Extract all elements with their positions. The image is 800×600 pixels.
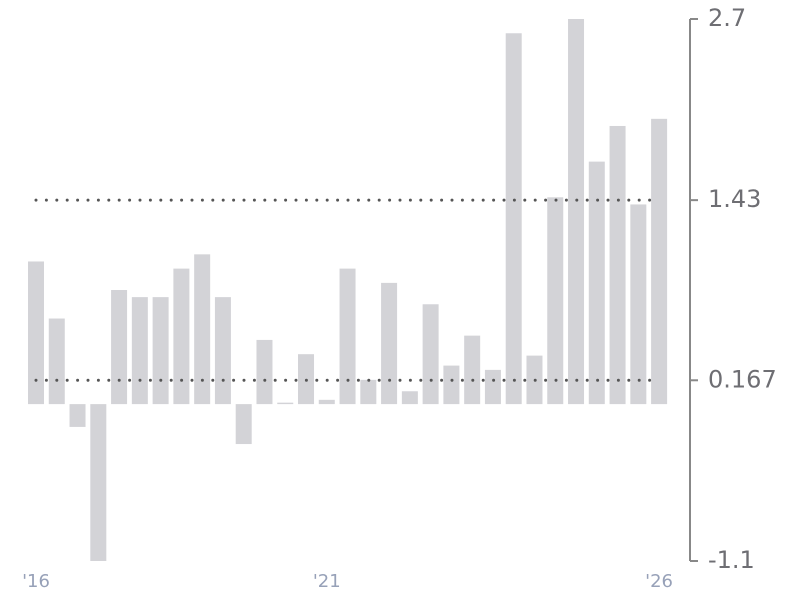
bar: [630, 204, 647, 405]
bar: [464, 335, 481, 405]
x-tick-label: '16: [22, 571, 50, 592]
bar: [194, 254, 211, 405]
bar: [111, 290, 128, 405]
bar: [651, 118, 668, 405]
bar: [422, 304, 439, 405]
bar: [90, 404, 107, 561]
bar: [609, 125, 626, 405]
bar: [568, 19, 585, 405]
x-tick-label: '26: [645, 571, 673, 592]
bar: [339, 268, 356, 405]
bar: [443, 365, 460, 405]
bar: [256, 339, 273, 405]
y-tick-label: 1.43: [708, 185, 761, 213]
bar: [318, 399, 335, 405]
bar: [484, 369, 501, 405]
y-tick-label: -1.1: [708, 546, 755, 574]
bar: [48, 318, 65, 405]
bar: [28, 261, 44, 405]
bar: [131, 297, 148, 405]
bar: [152, 297, 169, 405]
bar: [173, 268, 190, 405]
bar: [360, 379, 377, 405]
y-tick-label: 2.7: [708, 4, 746, 32]
bar: [401, 391, 418, 405]
y-tick-label: 0.167: [708, 365, 777, 393]
bar: [235, 404, 252, 445]
bar: [505, 33, 522, 405]
bar: [547, 197, 564, 405]
bar: [381, 282, 398, 405]
bar: [588, 161, 605, 405]
bar: [214, 297, 231, 405]
bar: [69, 404, 86, 427]
bar: [277, 402, 294, 405]
x-tick-label: '21: [313, 571, 341, 592]
